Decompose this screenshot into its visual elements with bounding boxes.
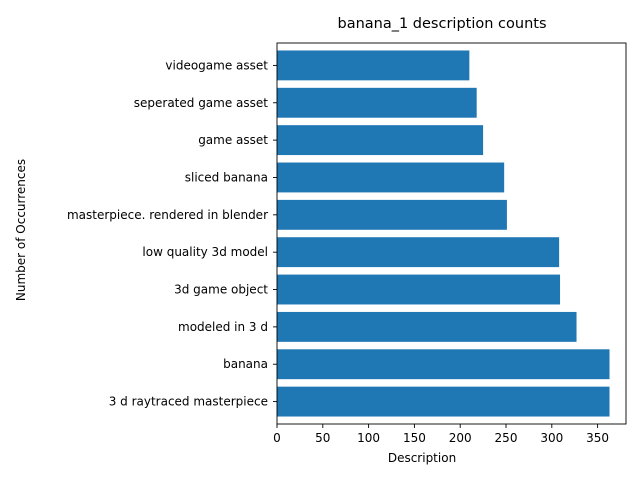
chart-title: banana_1 description counts: [337, 16, 546, 32]
y-axis-label: Number of Occurrences: [14, 159, 28, 301]
bar: [277, 386, 610, 417]
bar: [277, 162, 505, 193]
y-tick-label: 3d game object: [174, 283, 268, 297]
y-tick-label: seperated game asset: [134, 96, 269, 110]
x-tick-label: 0: [273, 431, 281, 445]
bar: [277, 87, 477, 118]
bar: [277, 349, 610, 380]
x-tick-label: 50: [315, 431, 330, 445]
y-tick-label: masterpiece. rendered in blender: [67, 208, 268, 222]
bar: [277, 237, 560, 268]
y-tick-label: 3 d raytraced masterpiece: [109, 395, 268, 409]
y-tick-label: low quality 3d model: [142, 245, 268, 259]
bar: [277, 311, 577, 342]
y-tick-label: modeled in 3 d: [178, 320, 268, 334]
bar: [277, 125, 484, 156]
bar: [277, 274, 561, 305]
plot-frame: [276, 42, 627, 425]
bars-group: [277, 50, 610, 417]
x-tick-label: 100: [357, 431, 380, 445]
y-axis-ticks: 3 d raytraced masterpiece banana modeled i…: [67, 58, 277, 409]
x-tick-label: 350: [586, 431, 609, 445]
bar: [277, 199, 507, 230]
x-axis-label: Description: [388, 451, 456, 465]
x-tick-label: 200: [449, 431, 472, 445]
y-tick-label: videogame asset: [165, 58, 268, 72]
y-tick-label: sliced banana: [185, 170, 268, 184]
x-tick-label: 150: [403, 431, 426, 445]
y-tick-label: banana: [223, 357, 268, 371]
y-tick-label: game asset: [198, 133, 268, 147]
bar: [277, 50, 470, 81]
x-tick-label: 300: [540, 431, 563, 445]
x-tick-label: 250: [495, 431, 518, 445]
x-axis-ticks: 0 50 100 150 200 250 300 350: [273, 424, 609, 445]
